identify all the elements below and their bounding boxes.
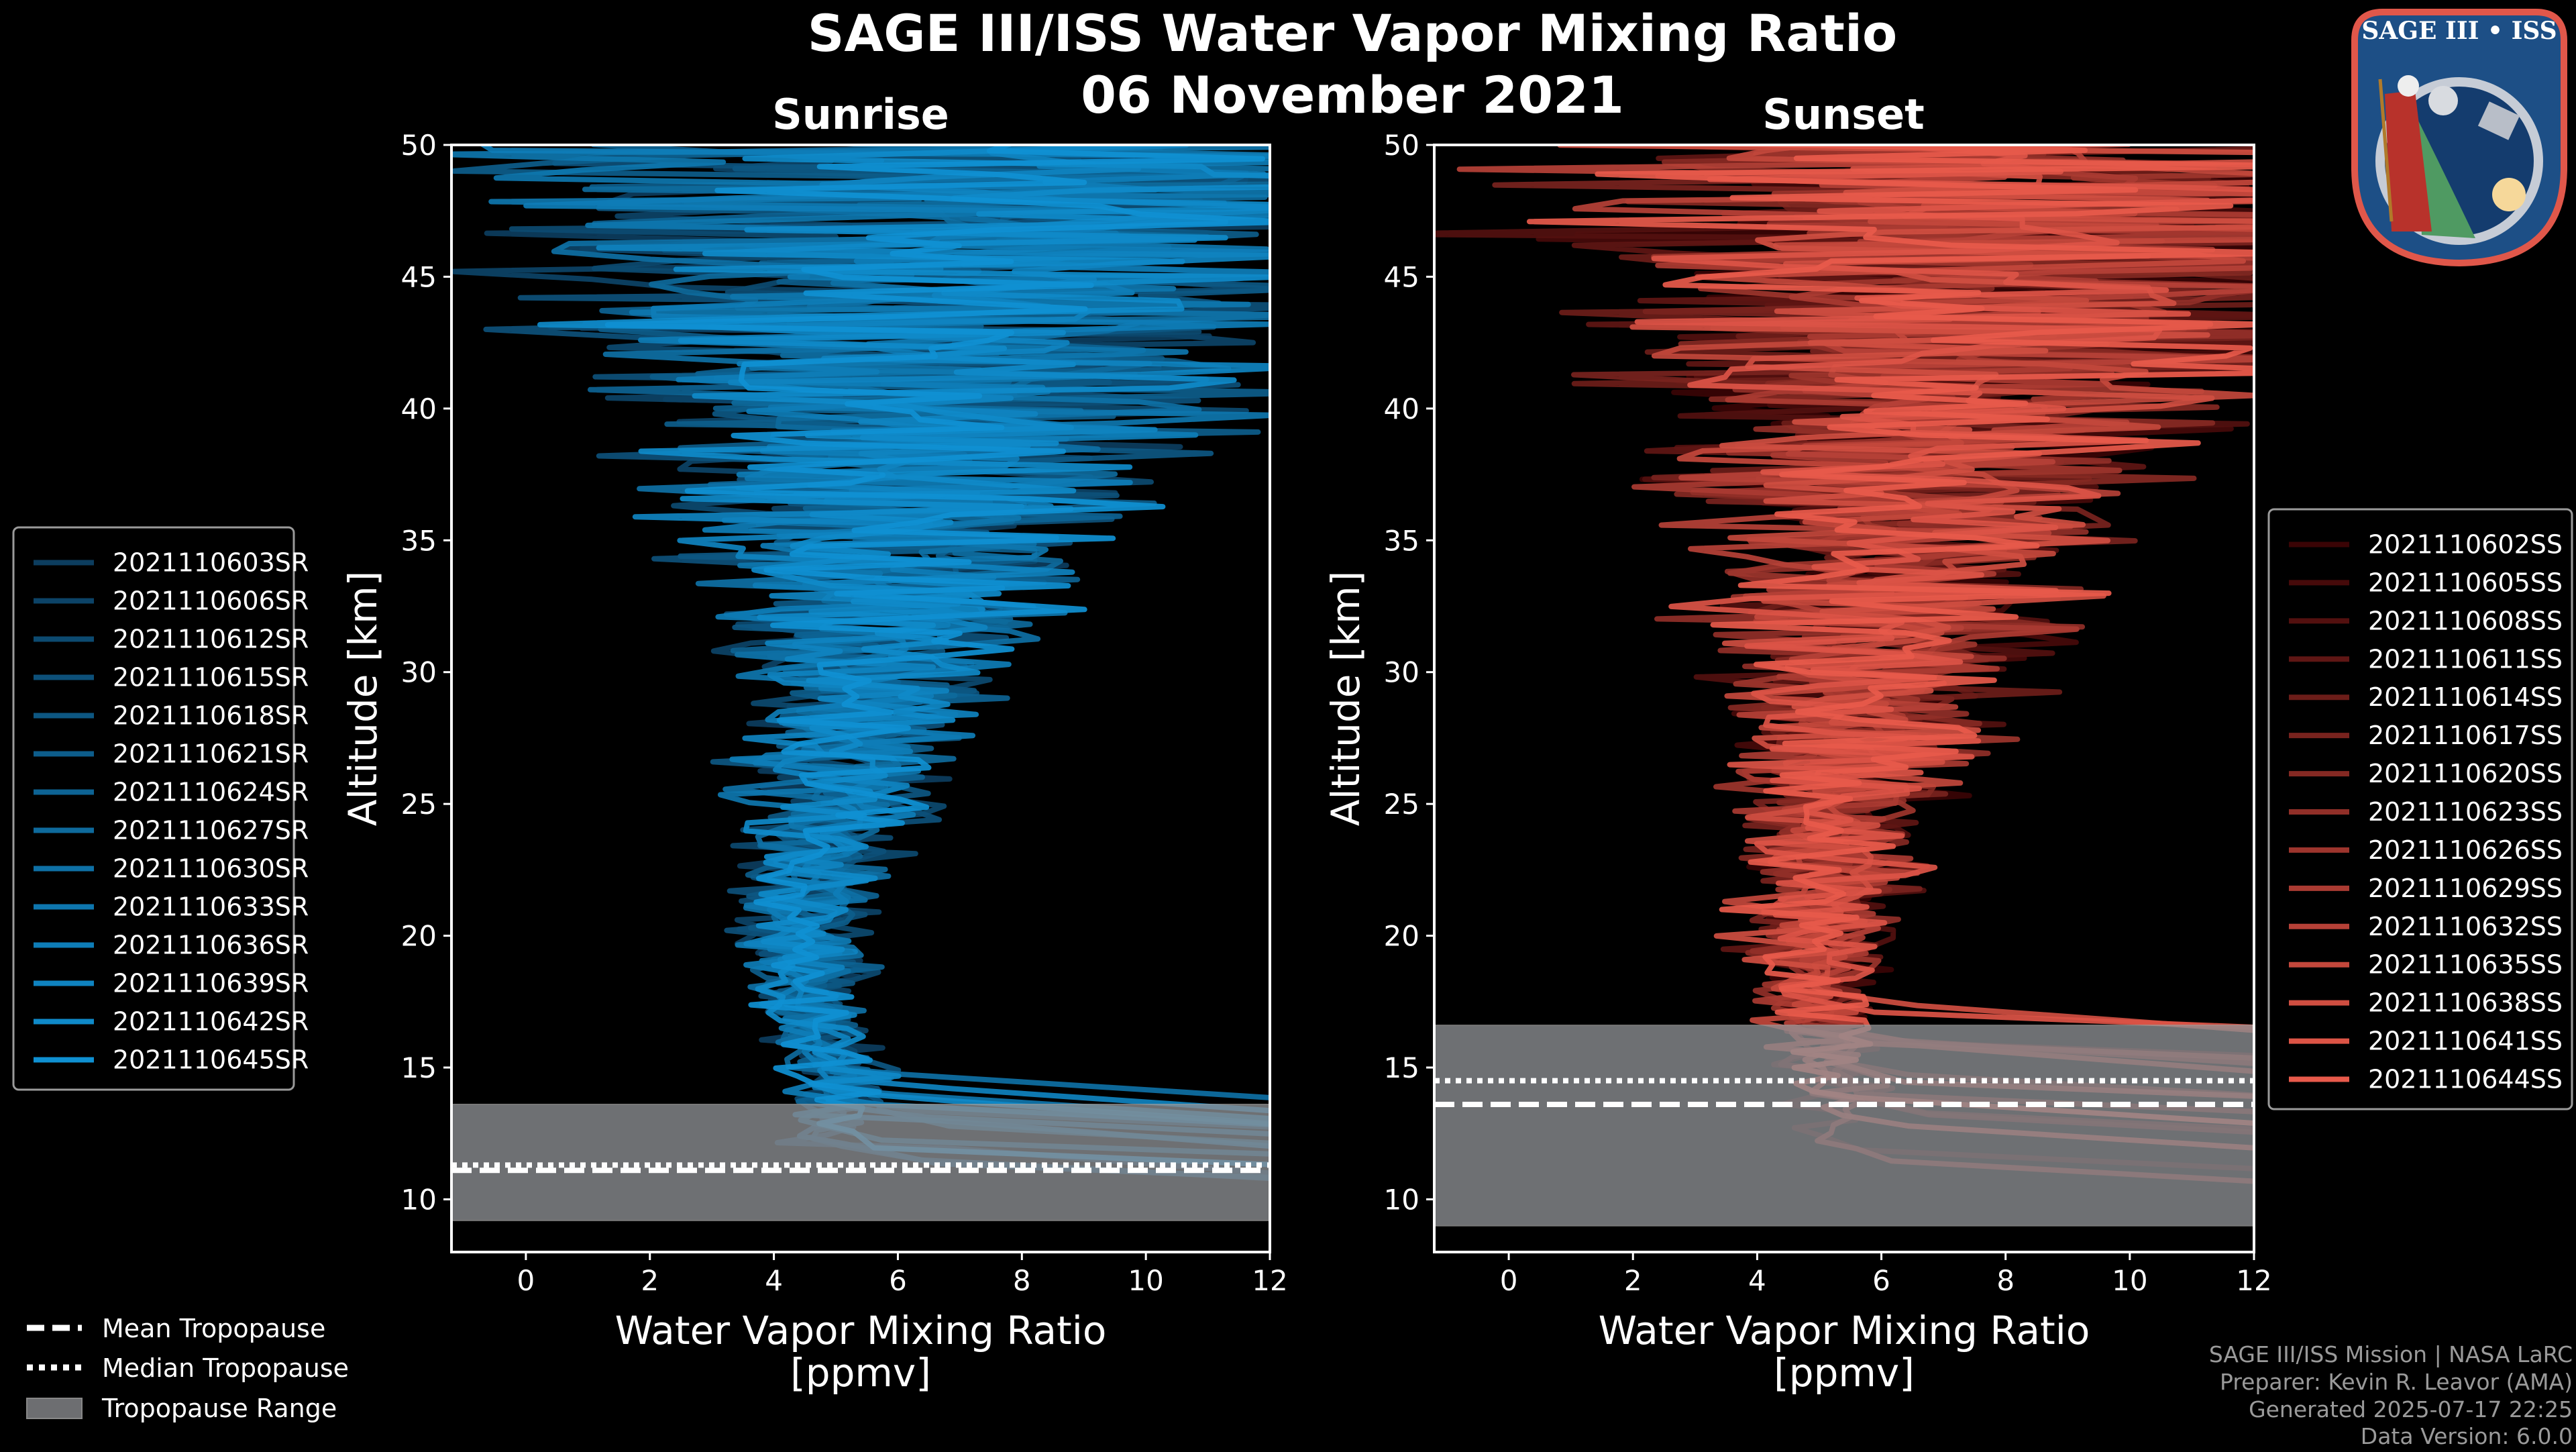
legend-label: 2021110630SR [113,854,309,884]
sunrise-label: Sunrise [772,90,949,139]
x-tick-label: 8 [1996,1264,2015,1297]
legend-label: 2021110623SS [2368,797,2563,827]
x-axis-unit: [ppmv] [790,1350,931,1396]
y-axis-label: Altitude [km] [340,571,386,826]
sunrise-legend: 2021110603SR 2021110606SR 2021110612SR 2021… [12,526,309,1091]
credit-generated: Generated 2025-07-17 22:25 [2249,1396,2573,1422]
x-tick-label: 4 [765,1264,783,1297]
y-tick-label: 40 [1384,393,1419,425]
y-tick-label: 15 [1384,1051,1419,1084]
legend-label: 2021110635SS [2368,950,2563,980]
legend-label: 2021110620SS [2368,759,2563,788]
y-tick-label: 45 [1384,260,1419,293]
legend-label: 2021110627SR [113,816,309,845]
legend-label: 2021110632SS [2368,912,2563,941]
legend-label: 2021110612SR [113,625,309,654]
figure-title: SAGE III/ISS Water Vapor Mixing Ratio [808,3,1898,63]
legend-label: 2021110633SR [113,892,309,922]
profile-line-2021110644SS [1526,145,2254,1127]
sunset-label: Sunset [1762,90,1925,139]
y-tick-label: 50 [1384,129,1419,162]
plot-area [451,145,1270,1221]
axes-frame [450,144,1271,1253]
profile-line-2021110645SR [604,145,1270,1168]
y-tick-label: 40 [401,393,437,425]
y-tick-label: 20 [401,920,437,953]
legend-label: 2021110615SR [113,663,309,692]
legend-label: 2021110639SR [113,969,309,998]
credit-data-version: Data Version: 6.0.0 [2361,1423,2573,1449]
legend-label: 2021110641SS [2368,1027,2563,1056]
x-tick-label: 6 [1872,1264,1890,1297]
legend-label: 2021110621SR [113,739,309,769]
x-axis-label: Water Vapor Mixing Ratio [1599,1308,2090,1353]
credit-preparer: Preparer: Kevin R. Leavor (AMA) [2220,1369,2573,1395]
plot-area [1434,145,2254,1227]
y-axis-label: Altitude [km] [1323,571,1368,826]
x-tick-label: 2 [1624,1264,1642,1297]
sage-iss-logo: SAGE III • ISS [2351,9,2567,267]
legend-label: 2021110618SR [113,701,309,731]
x-tick-label: 10 [2112,1264,2147,1297]
axes-frame [1433,144,2255,1253]
legend-label: 2021110608SS [2368,606,2563,635]
legend-label: 2021110606SR [113,586,309,616]
sunset-legend: 2021110602SS 2021110605SS 2021110608SS 2021… [2267,508,2573,1110]
y-tick-label: 10 [401,1183,437,1216]
sunset-panel: 0 2 4 6 8 10 12 10 15 20 25 30 35 40 45 50 Water Vapor M… [1323,129,2573,1396]
tropopause-legend: Mean Tropopause Median Tropopause Tropop… [26,1314,349,1423]
x-tick-label: 4 [1748,1264,1766,1297]
sunrise-panel: 0 2 4 6 8 10 12 10 15 20 25 30 35 40 45 50 Water Vapor M… [12,129,1288,1396]
legend-label: 2021110645SR [113,1045,309,1075]
legend-label: 2021110617SS [2368,721,2563,750]
svg-text:SAGE III • ISS: SAGE III • ISS [2361,17,2557,45]
credits: SAGE III/ISS Mission | NASA LaRC Prepare… [2209,1341,2573,1449]
legend-label: 2021110614SS [2368,682,2563,712]
x-tick-label: 0 [517,1264,535,1297]
legend-label: 2021110626SS [2368,835,2563,865]
mean-tropopause-label: Mean Tropopause [102,1314,325,1343]
legend-label: 2021110629SS [2368,874,2563,903]
legend-label: 2021110611SS [2368,644,2563,674]
x-tick-label: 6 [889,1264,907,1297]
legend-label: 2021110605SS [2368,568,2563,597]
y-tick-label: 30 [401,656,437,689]
y-tick-label: 30 [1384,656,1419,689]
x-tick-label: 12 [2236,1264,2271,1297]
x-tick-label: 0 [1500,1264,1518,1297]
x-tick-label: 8 [1013,1264,1031,1297]
figure-date: 06 November 2021 [1081,65,1624,125]
legend-label: 2021110624SR [113,778,309,807]
legend-label: 2021110603SR [113,548,309,578]
y-tick-label: 20 [1384,920,1419,953]
y-tick-label: 10 [1384,1183,1419,1216]
legend-label: 2021110638SS [2368,988,2563,1018]
legend-label: 2021110642SR [113,1007,309,1037]
x-tick-label: 12 [1252,1264,1287,1297]
median-tropopause-label: Median Tropopause [102,1353,349,1383]
y-tick-label: 25 [1384,788,1419,821]
credit-mission: SAGE III/ISS Mission | NASA LaRC [2209,1341,2573,1367]
x-axis-label: Water Vapor Mixing Ratio [615,1308,1107,1353]
tropopause-range-band [1434,1025,2254,1227]
tropopause-range-label: Tropopause Range [101,1394,337,1423]
profile-line-2021110641SS [1634,145,2254,1030]
tropopause-range-swatch [26,1398,83,1419]
y-tick-label: 45 [401,260,437,293]
y-tick-label: 25 [401,788,437,821]
legend-label: 2021110602SS [2368,529,2563,559]
y-tick-label: 35 [401,524,437,557]
legend-label: 2021110636SR [113,931,309,960]
y-tick-label: 50 [401,129,437,162]
y-tick-label: 15 [401,1051,437,1084]
x-tick-label: 2 [641,1264,659,1297]
y-tick-label: 35 [1384,524,1419,557]
x-tick-label: 10 [1128,1264,1163,1297]
x-axis-unit: [ppmv] [1774,1350,1915,1396]
legend-label: 2021110644SS [2368,1065,2563,1094]
